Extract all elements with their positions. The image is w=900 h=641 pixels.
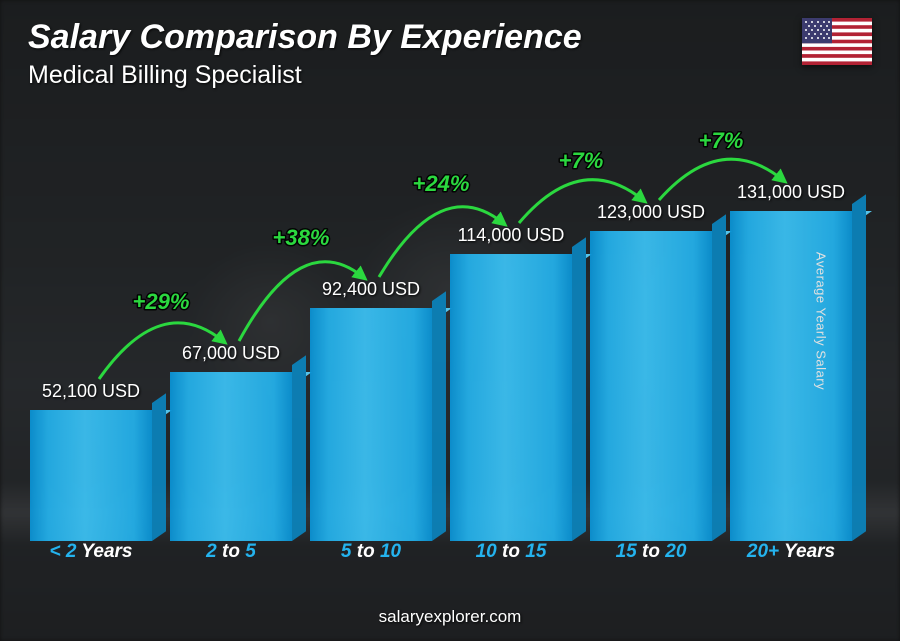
source-credit: salaryexplorer.com (0, 607, 900, 627)
chart-title: Salary Comparison By Experience (28, 18, 872, 57)
bar-slot: 114,000 USD (450, 225, 572, 541)
bar-value-label: 52,100 USD (42, 381, 140, 402)
x-axis-labels: < 2 Years 2 to 5 5 to 10 10 to 15 15 to 20 20… (30, 541, 852, 571)
category-label: 20+ Years (730, 541, 852, 571)
bar (310, 308, 432, 541)
country-flag-icon (802, 18, 872, 65)
bar-chart: +29%+38%+24%+7%+7% 52,100 USD67,000 USD9… (30, 105, 852, 571)
infographic: Salary Comparison By Experience Medical … (0, 0, 900, 641)
bar-value-label: 131,000 USD (737, 182, 845, 203)
bar (170, 372, 292, 541)
category-label: 2 to 5 (170, 541, 292, 571)
bar (590, 231, 712, 541)
bar-slot: 123,000 USD (590, 202, 712, 541)
header: Salary Comparison By Experience Medical … (28, 18, 872, 90)
chart-subtitle: Medical Billing Specialist (28, 61, 872, 90)
category-label: 10 to 15 (450, 541, 572, 571)
category-label: 15 to 20 (590, 541, 712, 571)
category-label: < 2 Years (30, 541, 152, 571)
bar-value-label: 114,000 USD (458, 225, 565, 246)
bar (30, 410, 152, 541)
bar-value-label: 123,000 USD (597, 202, 705, 223)
bar-value-label: 67,000 USD (182, 343, 280, 364)
bar (450, 254, 572, 541)
category-label: 5 to 10 (310, 541, 432, 571)
bar-slot: 92,400 USD (310, 279, 432, 541)
bars-container: 52,100 USD 67,000 USD 92,400 USD 114,000 US… (30, 105, 852, 541)
bar-slot: 67,000 USD (170, 343, 292, 541)
bar-slot: 131,000 USD (730, 182, 852, 541)
y-axis-label: Average Yearly Salary (813, 251, 828, 389)
bar-value-label: 92,400 USD (322, 279, 420, 300)
bar (730, 211, 852, 541)
bar-slot: 52,100 USD (30, 381, 152, 541)
